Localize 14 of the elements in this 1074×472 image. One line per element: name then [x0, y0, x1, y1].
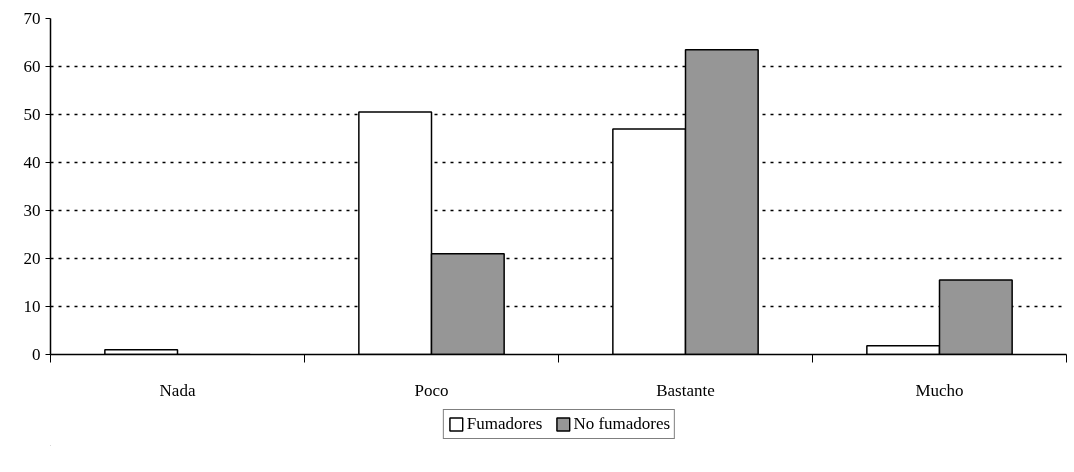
x-tick-label: Nada	[159, 380, 196, 400]
x-tick-label: Poco	[414, 380, 449, 400]
y-tick-label: 60	[23, 57, 41, 76]
y-tick-label: 50	[23, 105, 41, 124]
legend-label: No fumadores	[573, 414, 671, 434]
y-tick-label: 30	[23, 201, 41, 220]
y-tick-label: 70	[23, 9, 41, 28]
y-tick-label: 20	[23, 249, 41, 268]
y-tick-label: 10	[23, 297, 41, 316]
y-tick-label: 0	[32, 345, 41, 364]
x-tick-label: Bastante	[656, 380, 715, 400]
x-tick-label: Mucho	[915, 380, 964, 400]
legend-label: Fumadores	[466, 414, 543, 434]
y-tick-label: 40	[23, 153, 41, 172]
